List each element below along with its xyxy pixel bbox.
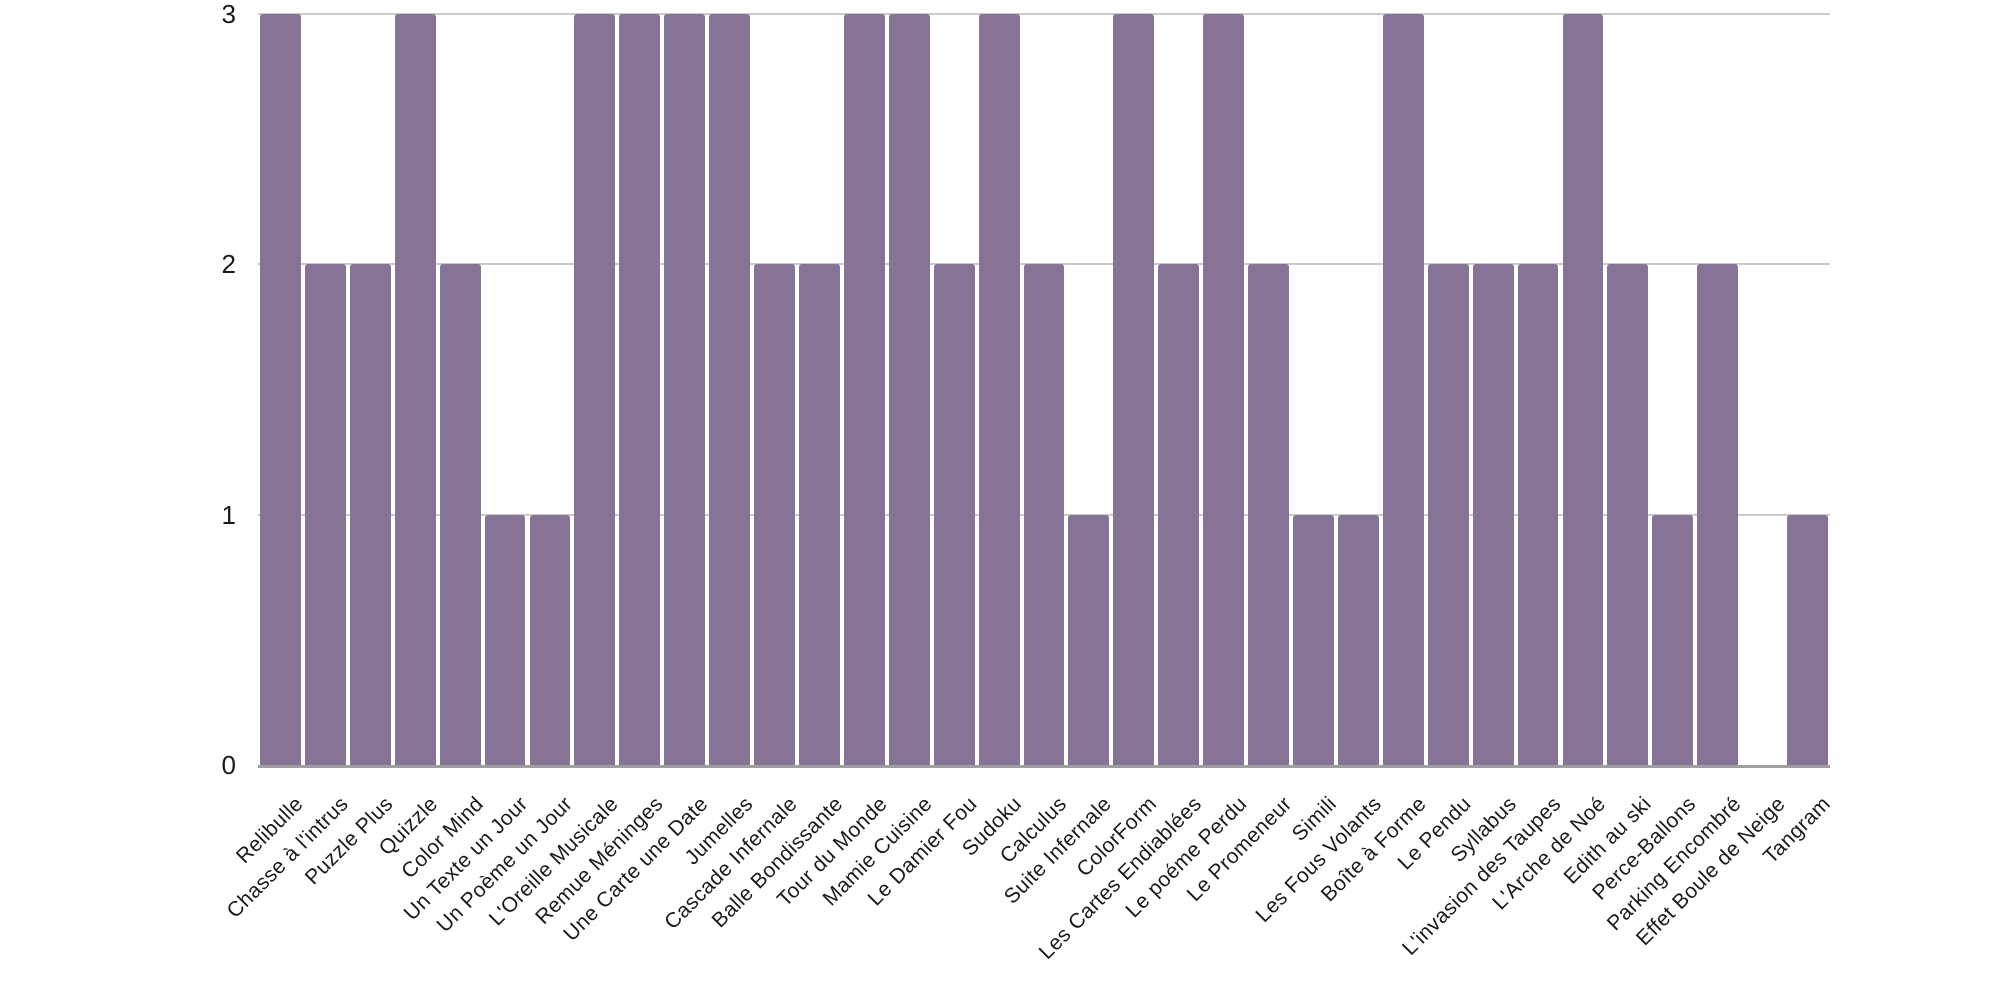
bar [1382,14,1424,765]
bar [1158,264,1200,765]
gridline-y-3 [258,13,1830,15]
bar [1248,264,1289,765]
bar [709,14,751,765]
bar [1293,514,1334,765]
bar [1697,264,1739,765]
y-tick-label: 1 [221,499,236,530]
bar [1427,264,1469,765]
bar [394,14,436,765]
bar [1113,14,1155,765]
bar [529,514,571,765]
bar [260,14,301,765]
bar [619,14,661,765]
bar [1472,264,1514,765]
bar [1203,14,1245,765]
bar [798,264,840,765]
bar [933,264,975,765]
y-tick-label: 0 [221,750,236,780]
bar [664,14,706,765]
bar [304,264,346,765]
bar [439,264,481,765]
bar [1607,264,1649,765]
x-axis-line [258,765,1830,768]
y-tick-label: 2 [221,249,236,280]
bar [978,14,1020,765]
bar [843,14,885,765]
bar [1068,514,1110,765]
plot-area [258,13,1830,765]
bar [1337,514,1379,765]
bar [1517,264,1559,765]
bar [1023,264,1065,765]
bar [1562,14,1604,765]
bar [888,14,930,765]
bar [1787,514,1828,765]
bar [754,264,795,765]
bar [574,14,616,765]
gridline-y-2 [258,263,1830,266]
bar [1652,514,1694,765]
bar [349,264,391,765]
bar [484,514,526,765]
y-tick-label: 3 [221,0,236,29]
